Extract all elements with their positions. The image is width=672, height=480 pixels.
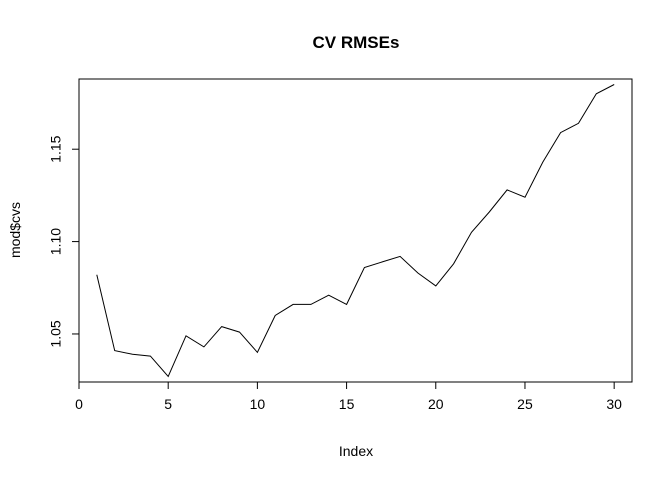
y-axis-ticks: 1.05 1.10 1.15 xyxy=(48,135,79,348)
y-tick-label: 1.15 xyxy=(48,135,64,162)
plot-frame xyxy=(78,78,633,383)
y-tick-label: 1.05 xyxy=(48,320,64,347)
y-axis-label: mod$cvs xyxy=(7,202,23,258)
x-axis-label: Index xyxy=(339,443,373,459)
x-tick-label: 15 xyxy=(339,396,355,412)
y-tick-label: 1.10 xyxy=(48,228,64,255)
series-line xyxy=(96,84,615,378)
x-axis-ticks: 0 5 10 15 20 25 30 xyxy=(75,382,622,412)
chart-title: CV RMSEs xyxy=(313,33,400,52)
x-tick-label: 20 xyxy=(428,396,444,412)
x-tick-label: 10 xyxy=(250,396,266,412)
x-tick-label: 30 xyxy=(606,396,622,412)
x-tick-label: 5 xyxy=(164,396,172,412)
x-tick-label: 0 xyxy=(75,396,83,412)
x-tick-label: 25 xyxy=(517,396,533,412)
